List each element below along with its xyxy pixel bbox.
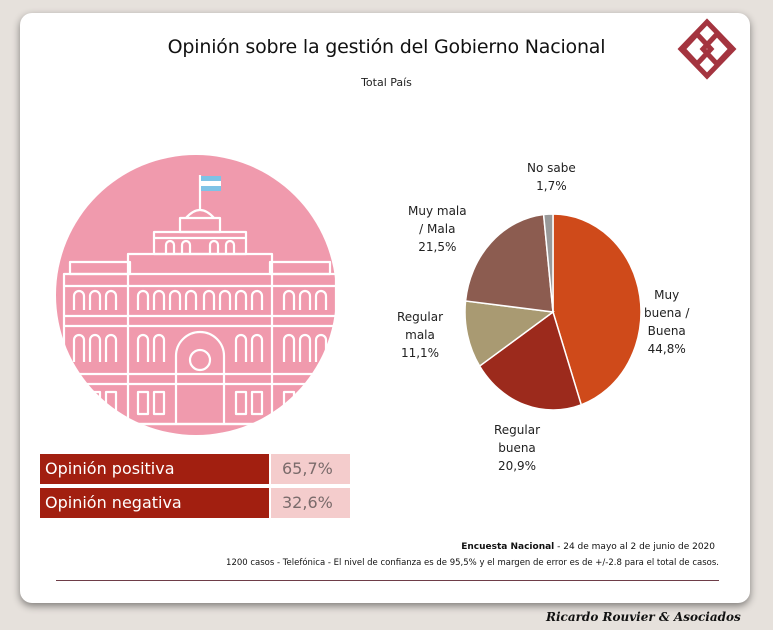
opinion-positiva-row: Opinión positiva 65,7% xyxy=(40,454,350,484)
argentina-flag-icon xyxy=(201,176,221,191)
pie-slice-muy-buena xyxy=(552,213,642,406)
opinion-negativa-label: Opinión negativa xyxy=(40,488,269,518)
casa-rosada-illustration xyxy=(56,155,338,435)
page-title: Opinión sobre la gestión del Gobierno Na… xyxy=(167,36,606,58)
opinion-positiva-label: Opinión positiva xyxy=(40,454,269,484)
page-subtitle: Total País xyxy=(361,76,412,89)
pie-label-muy-buena: Muy buena / Buena 44,8% xyxy=(644,288,690,356)
methodology-note: 1200 casos - Telefónica - El nivel de co… xyxy=(226,558,719,568)
pie-value-muy-mala: 21,5% xyxy=(418,240,457,254)
signature: Ricardo Rouvier & Asociados xyxy=(546,610,741,624)
survey-info: Encuesta Nacional - 24 de mayo al 2 de j… xyxy=(0,542,715,552)
footer-divider xyxy=(56,580,719,581)
pie-value-regular-mala: 11,1% xyxy=(400,346,440,360)
pie-slice-regular-buena xyxy=(478,310,583,411)
opinion-pie-chart xyxy=(464,213,642,411)
pie-value-muy-buena: 44,8% xyxy=(647,342,686,356)
pie-slice-muy-mala xyxy=(464,213,554,313)
company-logo-icon xyxy=(677,18,737,80)
opinion-positiva-value: 65,7% xyxy=(271,454,350,484)
survey-dates: - 24 de mayo al 2 de junio de 2020 xyxy=(554,542,715,552)
pie-value-no-sabe: 1,7% xyxy=(536,179,567,193)
pie-slice-no-sabe xyxy=(542,213,554,313)
pie-label-no-sabe: No sabe 1,7% xyxy=(527,161,576,193)
pie-label-muy-mala: Muy mala / Mala 21,5% xyxy=(408,204,467,254)
pie-slice-regular-mala xyxy=(464,300,555,368)
opinion-negativa-row: Opinión negativa 32,6% xyxy=(40,488,350,518)
survey-name: Encuesta Nacional xyxy=(461,542,555,552)
opinion-negativa-value: 32,6% xyxy=(271,488,350,518)
pie-label-regular-buena: Regular buena 20,9% xyxy=(494,423,541,473)
pie-value-regular-buena: 20,9% xyxy=(497,459,537,473)
pie-label-regular-mala: Regular mala 11,1% xyxy=(397,310,444,360)
